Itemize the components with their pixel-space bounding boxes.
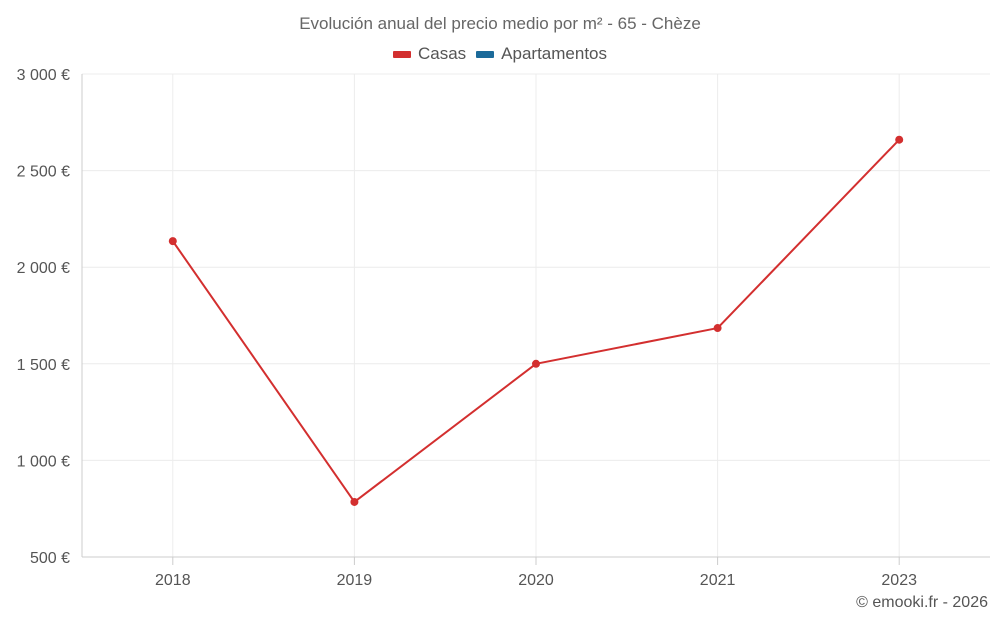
credit: © emooki.fr - 2026 bbox=[856, 594, 988, 611]
data-point-casas bbox=[532, 359, 540, 368]
chart-title: Evolución anual del precio medio por m² … bbox=[299, 14, 701, 33]
grid bbox=[82, 73, 990, 557]
legend: Casas Apartamentos bbox=[0, 44, 1000, 64]
x-tick-label: 2021 bbox=[700, 572, 736, 589]
data-point-casas bbox=[713, 324, 722, 333]
x-tick-label: 2018 bbox=[155, 572, 191, 589]
legend-item-apartamentos[interactable]: Apartamentos bbox=[476, 44, 607, 64]
x-tick-label: 2023 bbox=[881, 572, 917, 589]
x-tick-label: 2020 bbox=[518, 572, 554, 589]
y-tick-label: 500 € bbox=[30, 550, 70, 567]
y-tick-label: 3 000 € bbox=[17, 67, 70, 84]
legend-swatch-apartamentos bbox=[476, 50, 495, 58]
data-point-casas bbox=[895, 135, 904, 144]
axes: 500 € 1 000 € 1 500 € 2 000 € 2 500 € 3 000 €… bbox=[17, 67, 990, 589]
y-tick-label: 2 000 € bbox=[17, 260, 70, 277]
legend-swatch-casas bbox=[392, 50, 411, 58]
y-tick-label: 1 000 € bbox=[17, 453, 70, 470]
legend-label-apartamentos: Apartamentos bbox=[501, 44, 608, 63]
y-tick-label: 2 500 € bbox=[17, 164, 70, 181]
y-tick-label: 1 500 € bbox=[17, 357, 70, 374]
x-tick-label: 2019 bbox=[337, 572, 373, 589]
data-point-casas bbox=[350, 497, 359, 506]
data-point-casas bbox=[168, 237, 177, 246]
series bbox=[168, 135, 904, 506]
legend-item-casas[interactable]: Casas bbox=[392, 44, 467, 64]
legend-label-casas: Casas bbox=[417, 44, 467, 63]
